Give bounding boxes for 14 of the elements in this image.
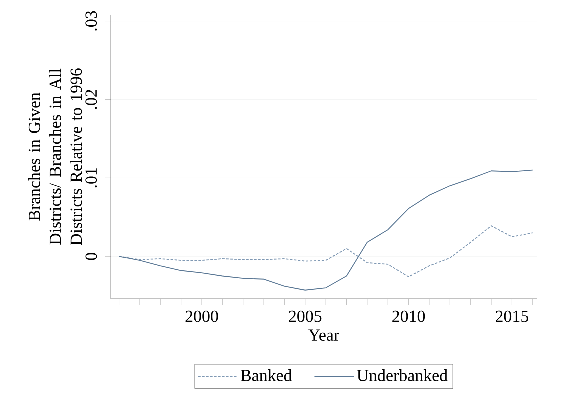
x-tick-label: 2000 [186,310,218,322]
line-series [118,170,534,291]
x-axis-title: Year [308,330,340,342]
x-tick-label: 2015 [496,310,528,322]
legend-label: Banked [241,370,292,382]
x-tick-label: 2005 [289,310,322,322]
y-tick-label: .01 [86,168,98,188]
y-tick-label: .02 [86,90,98,110]
y-tick-label: 0 [86,253,98,260]
legend-label: Underbanked [357,370,448,382]
line-series [118,226,534,278]
x-tick-label: 2010 [392,310,426,322]
y-axis-title: Branches in Given Districts/ Branches in All Districts Relative to 1996 [28,68,82,246]
y-tick-label: .03 [86,11,98,31]
